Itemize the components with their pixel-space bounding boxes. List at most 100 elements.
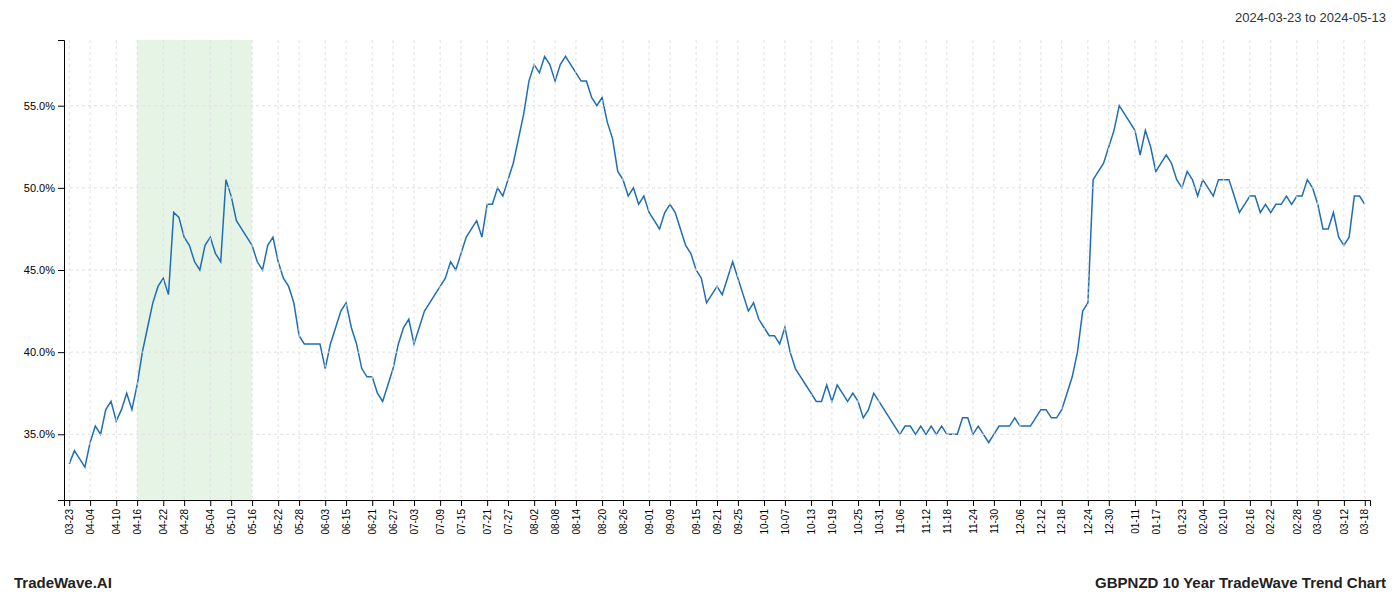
- grid-line-x: [696, 40, 697, 500]
- grid-line-x: [764, 40, 765, 500]
- x-tick-mark: [696, 500, 697, 506]
- grid-line-x: [972, 40, 973, 500]
- grid-line-x: [1296, 40, 1297, 500]
- x-tick-mark: [1088, 500, 1089, 506]
- x-tick: 08-20: [597, 500, 608, 535]
- x-tick: 12-12: [1036, 500, 1047, 535]
- x-tick: 11-12: [921, 500, 932, 534]
- x-tick: 10-07: [780, 500, 791, 535]
- grid-line-y: [64, 434, 1370, 435]
- x-tick-mark: [1271, 500, 1272, 506]
- x-tick: 04-04: [85, 500, 96, 535]
- x-tick-label: 10-13: [806, 509, 817, 535]
- grid-line-x: [163, 40, 164, 500]
- x-tick: 09-09: [665, 500, 676, 535]
- x-tick-label: 03-18: [1359, 509, 1370, 535]
- x-tick-label: 11-12: [921, 509, 932, 534]
- x-tick-label: 05-16: [247, 509, 258, 535]
- grid-line-x: [946, 40, 947, 500]
- grid: [64, 40, 1370, 500]
- x-tick: 10-13: [806, 500, 817, 535]
- x-tick-mark: [1365, 500, 1366, 506]
- grid-line-x: [717, 40, 718, 500]
- grid-line-y: [64, 187, 1370, 188]
- x-tick-mark: [210, 500, 211, 506]
- x-tick-mark: [555, 500, 556, 506]
- x-tick: 03-06: [1312, 500, 1323, 535]
- x-tick: 04-16: [132, 500, 143, 535]
- x-tick: 11-06: [895, 500, 906, 534]
- x-tick: 06-03: [320, 500, 331, 535]
- x-tick: 12-06: [1015, 500, 1026, 535]
- x-tick: 02-10: [1218, 500, 1229, 535]
- x-tick-label: 04-28: [179, 509, 190, 535]
- x-tick-mark: [346, 500, 347, 506]
- grid-line-x: [1087, 40, 1088, 500]
- plot-area: 35.0%40.0%45.0%50.0%55.0%03-2304-0404-10…: [24, 40, 1371, 535]
- x-tick-mark: [1344, 500, 1345, 506]
- x-tick-mark: [116, 500, 117, 506]
- x-tick-mark: [1318, 500, 1319, 506]
- grid-line-x: [299, 40, 300, 500]
- x-tick-label: 12-12: [1036, 509, 1047, 535]
- grid-line-x: [414, 40, 415, 500]
- x-tick: 01-17: [1151, 500, 1162, 535]
- x-tick-label: 07-27: [503, 509, 514, 535]
- x-tick-mark: [90, 500, 91, 506]
- x-tick: 07-09: [435, 500, 446, 535]
- x-tick: 06-15: [341, 500, 352, 535]
- grid-line-x: [252, 40, 253, 500]
- x-tick-mark: [440, 500, 441, 506]
- grid-line-x: [1061, 40, 1062, 500]
- grid-line-x: [1343, 40, 1344, 500]
- x-tick: 11-24: [968, 500, 979, 534]
- x-tick: 05-10: [226, 500, 237, 535]
- x-tick: 02-04: [1198, 500, 1209, 535]
- x-tick: 11-18: [942, 500, 953, 534]
- grid-line-x: [372, 40, 373, 500]
- y-tick-mark: [58, 352, 64, 353]
- x-tick-mark: [393, 500, 394, 506]
- x-tick-label: 08-02: [529, 509, 540, 535]
- y-tick-mark: [58, 270, 64, 271]
- x-tick-label: 12-30: [1104, 509, 1115, 535]
- grid-line-x: [278, 40, 279, 500]
- grid-line-x: [878, 40, 879, 500]
- grid-line-x: [210, 40, 211, 500]
- x-tick: 01-23: [1177, 500, 1188, 535]
- x-tick: 07-27: [503, 500, 514, 535]
- grid-line-x: [784, 40, 785, 500]
- grid-line-x: [858, 40, 859, 500]
- x-tick-label: 03-06: [1312, 509, 1323, 535]
- x-tick-label: 06-21: [367, 509, 378, 535]
- x-tick-mark: [1020, 500, 1021, 506]
- grid-line-x: [325, 40, 326, 500]
- x-tick-mark: [1224, 500, 1225, 506]
- x-tick-mark: [973, 500, 974, 506]
- y-tick: 55.0%: [24, 100, 64, 112]
- y-tick: 35.0%: [24, 428, 64, 440]
- grid-line-x: [1223, 40, 1224, 500]
- grid-line-x: [1155, 40, 1156, 500]
- x-tick: 07-15: [456, 500, 467, 535]
- x-tick-label: 05-10: [226, 509, 237, 535]
- x-tick-mark: [1135, 500, 1136, 506]
- x-tick: 12-18: [1056, 500, 1067, 535]
- grid-line-x: [1108, 40, 1109, 500]
- grid-line-x: [90, 40, 91, 500]
- grid-line-x: [231, 40, 232, 500]
- x-axis-line: [65, 501, 1371, 507]
- x-tick: 04-22: [158, 500, 169, 535]
- y-tick-mark: [58, 434, 64, 435]
- grid-line-x: [602, 40, 603, 500]
- x-tick: 12-24: [1083, 500, 1094, 535]
- x-tick-mark: [1041, 500, 1042, 506]
- grid-line-x: [1040, 40, 1041, 500]
- grid-line-x: [440, 40, 441, 500]
- y-tick: 50.0%: [24, 182, 64, 194]
- x-tick-label: 02-28: [1292, 509, 1303, 535]
- y-tick-label: 45.0%: [24, 264, 55, 276]
- grid-line-x: [508, 40, 509, 500]
- y-tick-label: 40.0%: [24, 346, 55, 358]
- x-tick-label: 06-03: [320, 509, 331, 535]
